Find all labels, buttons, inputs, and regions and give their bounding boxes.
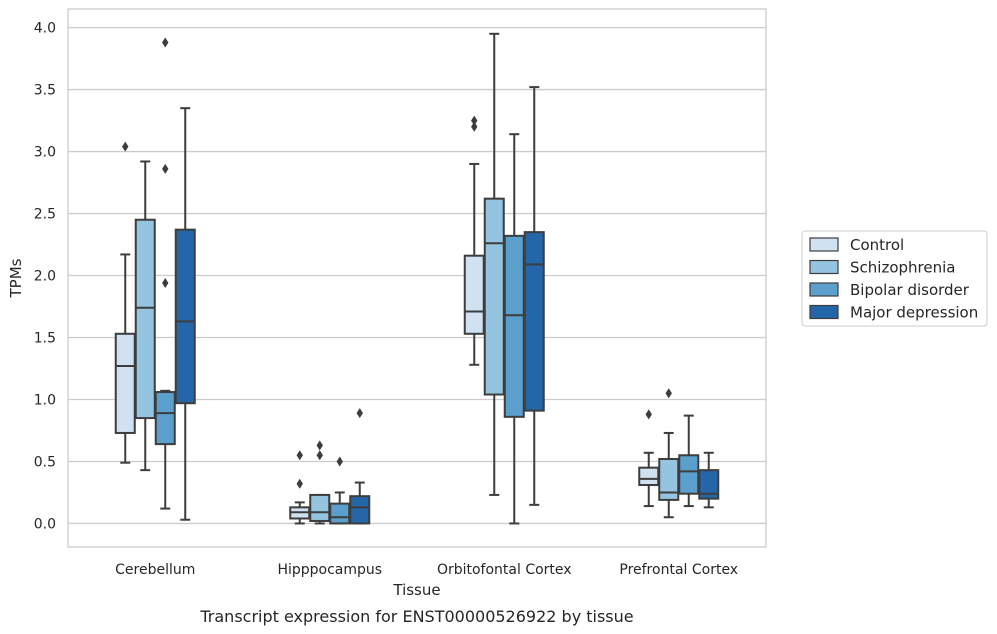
legend-frame	[801, 230, 988, 327]
box-groups	[114, 32, 720, 525]
outlier-point	[356, 408, 363, 419]
box-control	[638, 409, 660, 508]
iqr-box	[658, 457, 680, 501]
box-major-depression	[349, 408, 371, 525]
outlier-point	[122, 141, 129, 152]
gridlines	[68, 26, 766, 525]
outlier-point	[296, 450, 303, 461]
iqr-box	[483, 197, 505, 396]
figure-caption: Transcript expression for ENST0000052692…	[199, 607, 633, 626]
outlier-point	[471, 115, 478, 126]
iqr-box	[523, 231, 545, 412]
y-tick-label: 1.0	[34, 392, 56, 408]
box-major-depression	[174, 107, 196, 521]
x-tick-label: Orbitofontal Cortex	[437, 562, 572, 578]
iqr-box	[463, 254, 485, 335]
x-tick-label: Hipppocampus	[277, 562, 382, 578]
box-major-depression	[698, 451, 720, 509]
x-tick-label: Prefrontal Cortex	[619, 562, 738, 578]
legend: Control Schizophrenia Bipolar disorder Majo…	[801, 230, 988, 327]
iqr-box	[134, 218, 156, 420]
outlier-point	[162, 163, 169, 174]
legend-swatch	[809, 304, 839, 320]
y-tick-label: 4.0	[34, 21, 56, 37]
iqr-box	[114, 332, 136, 434]
outlier-point	[665, 388, 672, 399]
iqr-box	[309, 493, 331, 522]
x-tick-label: Cerebellum	[115, 562, 195, 578]
outlier-point	[316, 450, 323, 461]
box-schizophrenia	[309, 440, 331, 525]
iqr-box	[698, 469, 720, 500]
legend-swatch	[809, 259, 839, 275]
outlier-point	[162, 277, 169, 288]
y-tick-label: 1.5	[34, 331, 56, 347]
iqr-box	[678, 454, 700, 495]
iqr-box	[349, 495, 371, 525]
y-tick-label: 3.0	[34, 145, 56, 161]
x-axis-label: Tissue	[392, 581, 440, 599]
y-axis-ticks: 0.0 0.5 1.0 1.5 2.0 2.5 3.0 3.5 4.0	[34, 21, 56, 533]
box-bipolar-disorder	[329, 456, 351, 525]
iqr-box	[174, 228, 196, 405]
box-bipolar-disorder	[678, 414, 700, 508]
iqr-box	[638, 466, 660, 487]
box-schizophrenia	[658, 388, 680, 519]
legend-label: Schizophrenia	[850, 259, 955, 277]
y-tick-label: 0.0	[34, 516, 56, 532]
plot-area-frame	[67, 8, 767, 548]
iqr-box	[154, 391, 176, 446]
outlier-point	[471, 121, 478, 132]
y-tick-label: 2.5	[34, 207, 56, 223]
box-control	[114, 141, 136, 464]
box-bipolar-disorder	[503, 133, 525, 525]
iqr-box	[503, 234, 525, 418]
legend-label: Major depression	[850, 304, 978, 322]
box-control	[289, 450, 311, 525]
legend-swatch	[809, 237, 839, 252]
y-tick-label: 0.5	[34, 454, 56, 470]
y-tick-label: 3.5	[34, 83, 56, 99]
box-bipolar-disorder	[154, 37, 176, 510]
iqr-box	[329, 502, 351, 525]
box-schizophrenia	[134, 160, 156, 472]
legend-swatch	[809, 282, 839, 297]
outlier-point	[645, 409, 652, 420]
legend-label: Bipolar disorder	[850, 281, 970, 299]
outlier-point	[162, 37, 169, 48]
box-major-depression	[523, 86, 545, 506]
box-schizophrenia	[483, 32, 505, 496]
outlier-point	[336, 456, 343, 467]
x-axis-ticks: Cerebellum Hipppocampus Orbitofontal Corte…	[115, 562, 738, 578]
legend-label: Control	[850, 236, 904, 254]
outlier-point	[296, 478, 303, 489]
y-axis-label: TPMs	[7, 258, 25, 298]
box-control	[463, 115, 485, 366]
outlier-point	[316, 440, 323, 451]
y-tick-label: 2.0	[34, 269, 56, 285]
